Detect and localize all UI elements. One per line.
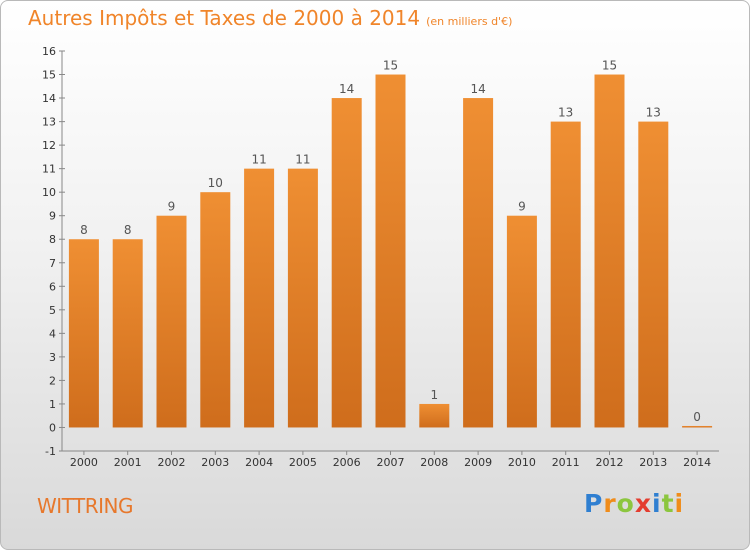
x-tick-label: 2010 bbox=[508, 456, 536, 469]
logo-letter: i bbox=[674, 489, 685, 518]
y-tick-label: 1 bbox=[49, 398, 56, 411]
data-label: 13 bbox=[558, 106, 573, 120]
bar bbox=[419, 403, 450, 428]
y-tick-label: 8 bbox=[49, 233, 56, 246]
data-label: 10 bbox=[208, 176, 223, 190]
logo-letter: o bbox=[616, 489, 635, 518]
x-tick-label: 2002 bbox=[158, 456, 186, 469]
y-tick-label: 9 bbox=[49, 210, 56, 223]
data-label: 0 bbox=[693, 410, 701, 424]
bar bbox=[331, 98, 362, 428]
logo-letter: i bbox=[652, 489, 662, 518]
y-tick-label: -1 bbox=[45, 445, 56, 458]
proxiti-logo: Proxiti bbox=[584, 489, 684, 518]
y-tick-label: 16 bbox=[42, 45, 56, 58]
y-tick-label: 15 bbox=[42, 69, 56, 82]
data-label: 14 bbox=[470, 82, 485, 96]
y-tick-label: 3 bbox=[49, 351, 56, 364]
unit-text: (en milliers d'€) bbox=[426, 15, 513, 28]
y-tick-label: 4 bbox=[49, 327, 56, 340]
x-tick-label: 2001 bbox=[114, 456, 142, 469]
x-tick-label: 2009 bbox=[464, 456, 492, 469]
x-tick-label: 2003 bbox=[201, 456, 229, 469]
bar bbox=[506, 215, 537, 428]
x-tick-label: 2014 bbox=[683, 456, 711, 469]
data-label: 15 bbox=[602, 59, 617, 73]
data-label: 9 bbox=[518, 200, 526, 214]
x-tick-label: 2008 bbox=[420, 456, 448, 469]
data-label: 9 bbox=[168, 200, 176, 214]
data-label: 14 bbox=[339, 82, 354, 96]
logo-letter: x bbox=[634, 489, 652, 518]
y-tick-label: 2 bbox=[49, 374, 56, 387]
bar bbox=[68, 239, 99, 428]
y-tick-label: 12 bbox=[42, 139, 56, 152]
bar bbox=[463, 98, 494, 428]
logo-letter: P bbox=[584, 489, 604, 518]
bar bbox=[156, 215, 187, 428]
logo-letter: r bbox=[603, 489, 617, 518]
y-tick-label: 14 bbox=[42, 92, 56, 105]
chart-title: Autres Impôts et Taxes de 2000 à 2014 (en… bbox=[28, 6, 512, 30]
y-tick-label: 0 bbox=[49, 421, 56, 434]
bar bbox=[112, 239, 143, 428]
x-tick-label: 2000 bbox=[70, 456, 98, 469]
y-tick-label: 10 bbox=[42, 186, 56, 199]
data-label: 8 bbox=[80, 223, 88, 237]
y-tick-label: 5 bbox=[49, 304, 56, 317]
bar bbox=[200, 192, 231, 428]
bar bbox=[375, 74, 406, 428]
bar bbox=[287, 168, 318, 428]
data-label: 15 bbox=[383, 59, 398, 73]
commune-name: WITTRING bbox=[37, 494, 134, 518]
data-label: 8 bbox=[124, 223, 132, 237]
bar bbox=[682, 425, 713, 428]
bar bbox=[550, 121, 581, 428]
x-tick-label: 2007 bbox=[377, 456, 405, 469]
x-tick-label: 2006 bbox=[333, 456, 361, 469]
x-tick-label: 2011 bbox=[552, 456, 580, 469]
y-tick-label: 11 bbox=[42, 163, 56, 176]
data-label: 13 bbox=[646, 106, 661, 120]
x-tick-label: 2005 bbox=[289, 456, 317, 469]
y-tick-label: 6 bbox=[49, 280, 56, 293]
x-tick-label: 2013 bbox=[639, 456, 667, 469]
bar bbox=[638, 121, 669, 428]
title-text: Autres Impôts et Taxes de 2000 à 2014 bbox=[28, 6, 421, 30]
y-tick-label: 13 bbox=[42, 116, 56, 129]
data-label: 11 bbox=[251, 153, 266, 167]
logo-letter: t bbox=[661, 489, 675, 518]
x-tick-label: 2004 bbox=[245, 456, 273, 469]
y-tick-label: 7 bbox=[49, 257, 56, 270]
x-tick-label: 2012 bbox=[596, 456, 624, 469]
bar bbox=[244, 168, 275, 428]
data-label: 11 bbox=[295, 153, 310, 167]
data-label: 1 bbox=[430, 388, 438, 402]
bar bbox=[594, 74, 625, 428]
